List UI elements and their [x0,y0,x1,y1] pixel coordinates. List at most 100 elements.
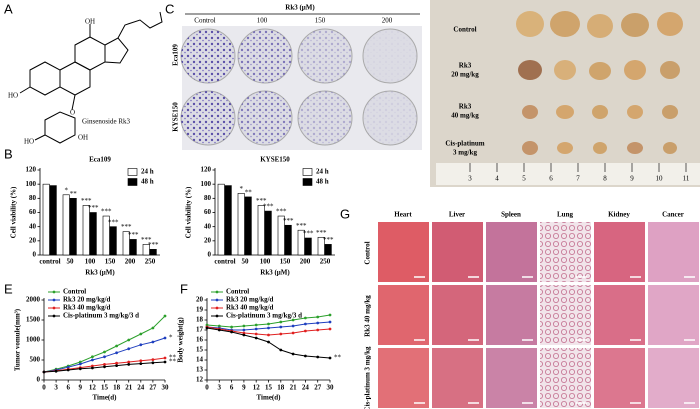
point [139,343,143,347]
atom-label: O [70,109,75,117]
significance-label: *** [128,231,139,239]
significance-label: *** [316,229,327,237]
point [267,340,270,344]
y-tick-label: 15 [196,346,204,354]
legend-marker [215,298,219,302]
significance-label: ** [169,358,177,366]
point [78,367,82,371]
panel-label: C [165,1,174,16]
point [139,332,143,336]
legend-swatch [302,178,313,186]
chart-title: Eca109 [89,156,111,164]
y-axis-label: Body weight(g) [177,317,185,363]
ruler-label: 7 [576,175,580,183]
tissue-image [648,222,699,282]
x-tick-label: 50 [67,258,75,266]
point [217,328,221,332]
point [205,326,209,330]
significance-label: * [169,334,173,342]
atom-label: HO [24,138,34,146]
y-tick-label: 60 [204,208,212,216]
significance-label: *** [81,197,92,205]
significance-label: *** [141,236,152,244]
y-tick-label: 19 [196,306,204,314]
y-tick-label: 100 [26,180,37,188]
y-tick-label: 18 [196,316,204,324]
significance-label: *** [263,203,274,211]
point [115,351,118,355]
point [242,328,246,332]
point [54,369,58,373]
bar [142,244,150,256]
legend-marker [215,306,219,310]
x-tick-label: 15 [265,384,273,392]
point [103,365,106,369]
point [316,321,320,325]
y-tick-label: 40 [29,222,37,230]
point [139,359,143,363]
x-tick-label: 0 [42,384,46,392]
significance-label: ** [334,354,342,362]
chemical-structure [19,11,163,144]
row-label: Rk3 40 mg/kg [364,295,372,337]
bar [129,239,137,256]
y-tick-label: 14 [196,356,204,364]
tissue-image [648,285,699,345]
point [115,361,118,365]
significance-label: ** [245,189,253,197]
legend-label: 24 h [141,168,154,176]
x-axis-label: Time(d) [257,394,282,402]
group-label: 20 mg/kg [451,71,479,79]
y-tick-label: 0 [37,376,41,384]
significance-label: *** [283,217,294,225]
histology-grid: Heart Liver Spleen Lung Kidney Cancer Control R… [364,211,699,409]
y-tick-label: 20 [196,296,204,304]
panel-label: A [4,1,13,16]
legend-label: Cis-platinum 3 mg/kg/3 d [63,312,139,320]
column-label: Kidney [608,211,630,219]
x-tick-label: 9 [242,384,246,392]
point [254,327,258,331]
x-tick-label: 150 [280,258,291,266]
point [163,336,167,340]
point [91,358,94,362]
bar [82,205,90,256]
ruler-label: 6 [549,175,553,183]
point [254,323,258,327]
x-tick-label: 15 [101,384,109,392]
row-label: Control [364,241,372,264]
legend-marker [52,298,56,302]
y-tick-label: 60 [29,208,37,216]
point [103,350,106,354]
legend-swatch [127,178,138,186]
x-axis-label: Rk3 (μM) [85,269,115,277]
legend-label: Control [63,288,86,296]
tissue-image [594,222,645,282]
point [267,326,270,330]
point [151,361,155,365]
bar [149,249,157,256]
x-tick-label: 100 [85,258,96,266]
compound-name: Ginsenoside Rk3 [82,118,131,126]
point [139,362,143,365]
header: Rk3 (μM) [285,4,315,12]
bar [244,196,252,256]
atom-label: HO [8,92,18,100]
point [291,331,295,335]
bar [304,237,312,256]
x-tick-label: 18 [277,384,285,392]
y-tick-label: 17 [196,326,204,334]
legend-marker [52,314,56,318]
point [217,324,221,328]
y-tick-label: 12 [196,376,204,384]
point [78,360,82,364]
legend-label: 24 h [316,168,329,176]
point [91,366,94,370]
x-tick-label: 3 [218,384,222,392]
y-tick-label: 16 [196,336,204,344]
column-label: 150 [315,17,326,25]
column-label: 200 [382,17,393,25]
y-tick-label: 120 [201,166,212,174]
ruler-label: 8 [603,175,607,183]
